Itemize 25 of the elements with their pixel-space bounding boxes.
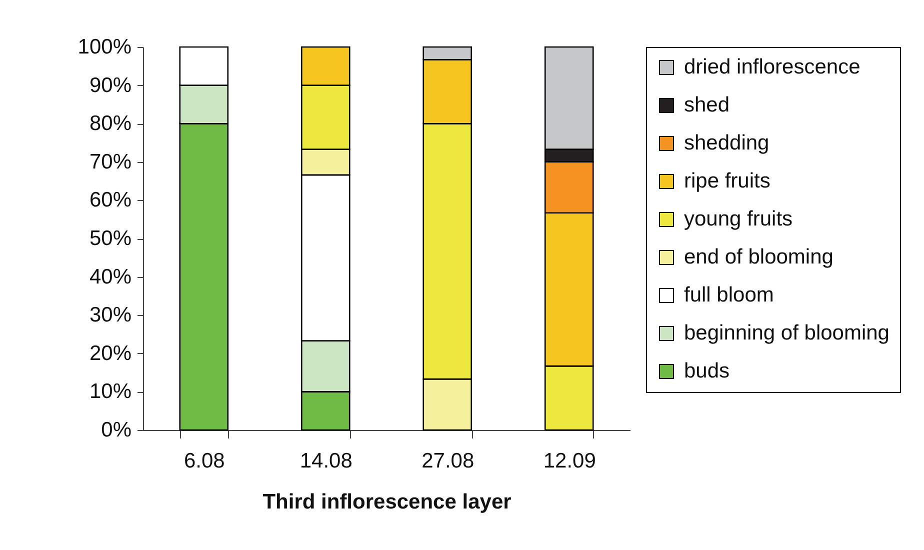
y-tick-label: 70% (89, 150, 132, 174)
legend-label: end of blooming (684, 246, 834, 268)
legend-label: ripe fruits (684, 170, 770, 192)
x-tick-label: 27.08 (422, 450, 474, 472)
y-tick-label: 60% (89, 188, 132, 212)
y-tick-label: 50% (89, 227, 132, 250)
x-tick-label: 14.08 (300, 450, 352, 472)
y-tick-label: 90% (89, 74, 132, 97)
legend-label: shed (684, 94, 730, 116)
y-tick-label: 80% (89, 112, 132, 136)
legend-label: dried inflorescence (684, 56, 860, 78)
y-tick-label: 20% (89, 342, 132, 365)
x-tick-label: 12.09 (543, 450, 596, 472)
y-tick-label: 100% (78, 36, 132, 58)
legend-label: beginning of blooming (684, 322, 890, 344)
legend-label: young fruits (684, 208, 793, 230)
legend-label: shedding (684, 132, 770, 154)
y-tick-label: 0% (101, 418, 132, 442)
legend-label: full bloom (684, 284, 774, 306)
y-tick-label: 40% (89, 265, 132, 288)
x-tick-label: 6.08 (184, 450, 225, 472)
y-tick-label: 10% (89, 380, 132, 404)
y-tick-label: 30% (89, 304, 132, 327)
legend-label: buds (684, 360, 730, 382)
x-axis-title: Third inflorescence layer (262, 490, 512, 514)
